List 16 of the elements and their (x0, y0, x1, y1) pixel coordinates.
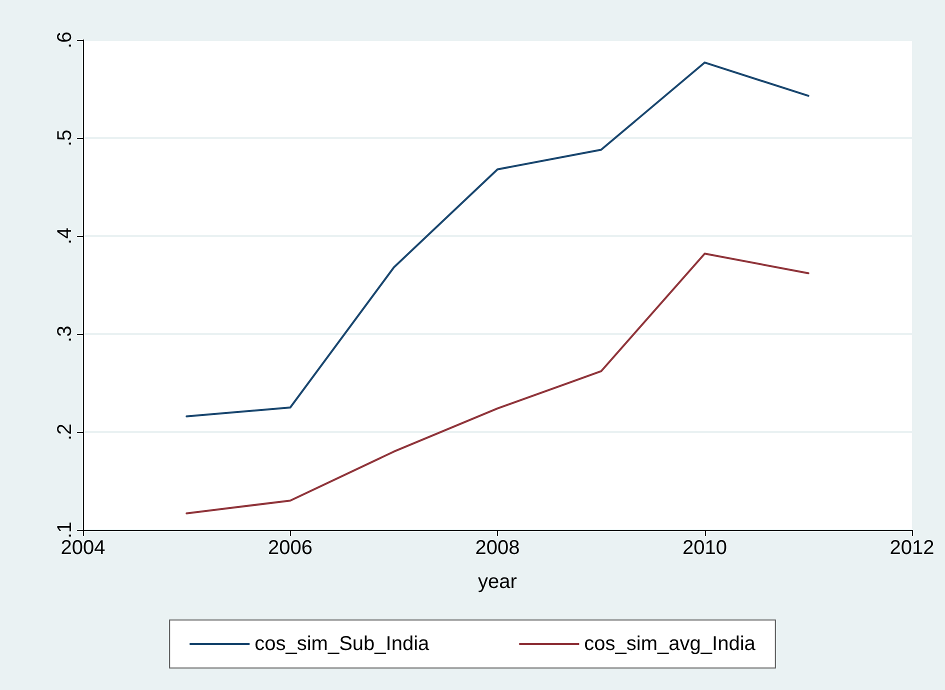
x-tick-label: 2006 (268, 537, 312, 559)
legend-label: cos_sim_Sub_India (254, 633, 430, 655)
y-tick-label: .2 (54, 424, 76, 440)
x-tick-label: 2010 (682, 537, 727, 559)
y-tick-label: .4 (54, 228, 76, 244)
x-tick-label: 2008 (475, 537, 520, 559)
x-tick-label: 2012 (890, 537, 934, 559)
legend-label: cos_sim_avg_India (584, 633, 756, 655)
line-series (186, 62, 810, 418)
y-tick-label: .3 (54, 326, 76, 342)
x-axis-title: year (478, 571, 518, 593)
x-tick-label: 2004 (60, 537, 106, 559)
line-series (186, 252, 810, 514)
y-tick-label: .1 (54, 522, 76, 538)
y-tick-label: .5 (54, 130, 76, 146)
y-tick-label: .6 (54, 32, 76, 48)
